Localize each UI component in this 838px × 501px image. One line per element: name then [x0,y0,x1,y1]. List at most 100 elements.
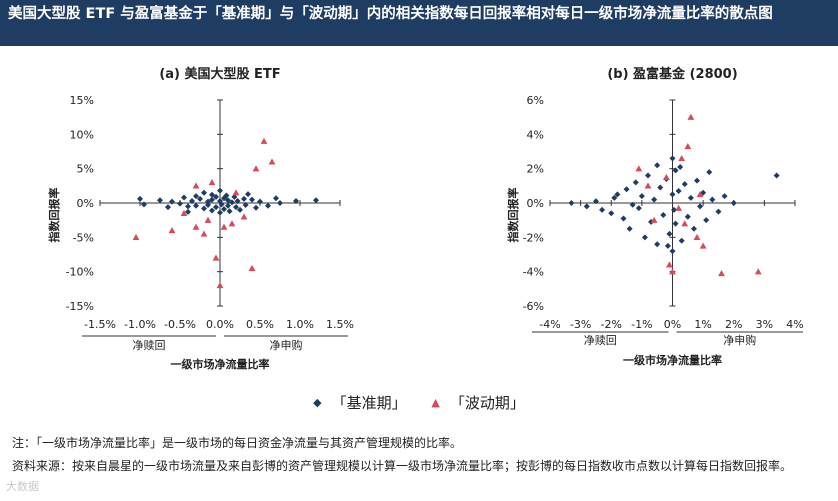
y-tick-label: -10% [66,266,94,279]
data-point-vol [754,268,762,275]
data-point-base [684,213,691,220]
data-point-base [205,198,211,205]
x-tick-label: -3% [570,318,591,331]
data-point-base [651,196,658,203]
source-note: 资料来源：按来自晨星的一级市场流量及来自彭博的资产管理规模以计算一级市场净流量比… [12,459,793,473]
data-point-base [675,187,682,194]
data-point-base [313,197,319,204]
data-point-base [221,206,227,213]
data-point-vol [248,264,256,271]
triangle-marker-icon: ▲ [431,396,440,409]
data-point-vol [260,137,268,144]
chart-title: (a) 美国大型股 ETF [159,66,280,82]
data-point-vol [132,233,140,241]
legend-label-vol: 「波动期」 [449,394,525,412]
x-tick-label: 0% [664,318,681,331]
data-point-vol [252,165,260,172]
x-tick-label: -2% [601,318,622,331]
data-point-vol [192,182,200,189]
data-point-vol [693,233,701,241]
data-point-vol [180,209,188,217]
data-point-base [241,195,247,202]
data-point-base [245,191,251,198]
y-tick-label: 10% [70,128,94,141]
data-point-base [669,155,676,162]
data-point-base [671,206,678,213]
data-point-base [730,200,737,206]
data-point-vol [696,191,704,198]
data-point-base [201,189,207,196]
data-point-vol [192,223,200,230]
data-point-base [209,196,215,203]
data-point-base [645,172,651,179]
data-point-base [654,162,661,169]
y-tick-label: -6% [523,300,544,313]
data-point-base [706,169,713,176]
data-point-vol [718,269,725,277]
data-point-vol [684,142,692,150]
y-tick-label: 2% [527,163,544,176]
x-tick-label: -1.5% [84,318,116,331]
data-point-vol [675,204,683,211]
y-tick-label: 15% [70,94,94,107]
page-title: 美国大型股 ETF 与盈富基金于「基准期」与「波动期」内的相关指数每日回报率相对… [0,0,838,46]
data-point-base [177,200,183,207]
data-point-base [672,167,679,174]
data-point-base [249,196,255,203]
scatter-chart-tracker-fund: (b) 盈富基金 (2800) 6% 4% 2% 0% -2% -4% -6% -4% -3% -2… [506,66,804,367]
y-tick-label: -5% [73,231,94,244]
data-point-vol [681,220,689,227]
data-point-base [242,202,249,209]
legend-item-vol: ▲ 「波动期」 [431,392,524,413]
chart-title: (b) 盈富基金 (2800) [607,66,737,82]
data-point-base [169,198,175,205]
outflow-label: 净赎回 [133,338,166,352]
data-point-vol [232,189,240,196]
y-tick-label: -15% [66,300,94,313]
data-point-vol [699,242,707,249]
data-point-base [237,206,243,213]
data-point-base [141,201,147,208]
data-point-base [165,204,171,211]
data-point-base [209,191,215,198]
data-point-base [635,205,642,212]
y-axis-title: 指数回报率 [47,188,61,243]
y-tick-label: 0% [77,197,94,210]
data-point-base [672,220,679,227]
data-point-base [678,237,685,244]
data-point-base [201,205,207,212]
data-point-vol [666,261,673,268]
data-point-base [669,248,676,255]
outflow-label: 净赎回 [584,333,617,347]
data-point-base [620,215,627,222]
data-point-base [218,201,225,208]
x-tick-label: 3% [756,318,773,331]
x-tick-label: 2% [725,318,742,331]
data-point-base [217,187,223,194]
data-point-base [209,207,215,214]
x-tick-label: -1.0% [124,318,156,331]
chart-legend: ◆ 「基准期」 ▲ 「波动期」 [0,392,838,413]
data-point-base [265,202,271,209]
data-point-base [773,172,780,179]
data-point-vol [228,220,236,227]
data-point-vol [644,182,652,189]
data-point-base [623,186,630,193]
data-point-base [657,184,664,191]
data-point-base [681,181,688,188]
x-tick-label: 0.5% [246,318,274,331]
x-tick-label: -1% [631,318,652,331]
data-point-vol [268,158,276,165]
data-point-base [137,195,143,202]
data-point-base [666,230,673,237]
data-point-base [217,209,223,216]
data-point-base [677,163,684,170]
data-point-base [664,242,671,249]
data-point-base [233,204,239,211]
data-point-base [181,194,187,201]
data-point-base [293,197,299,204]
legend-label-base: 「基准期」 [331,394,407,412]
data-point-base [654,241,661,248]
data-point-base [197,195,203,202]
